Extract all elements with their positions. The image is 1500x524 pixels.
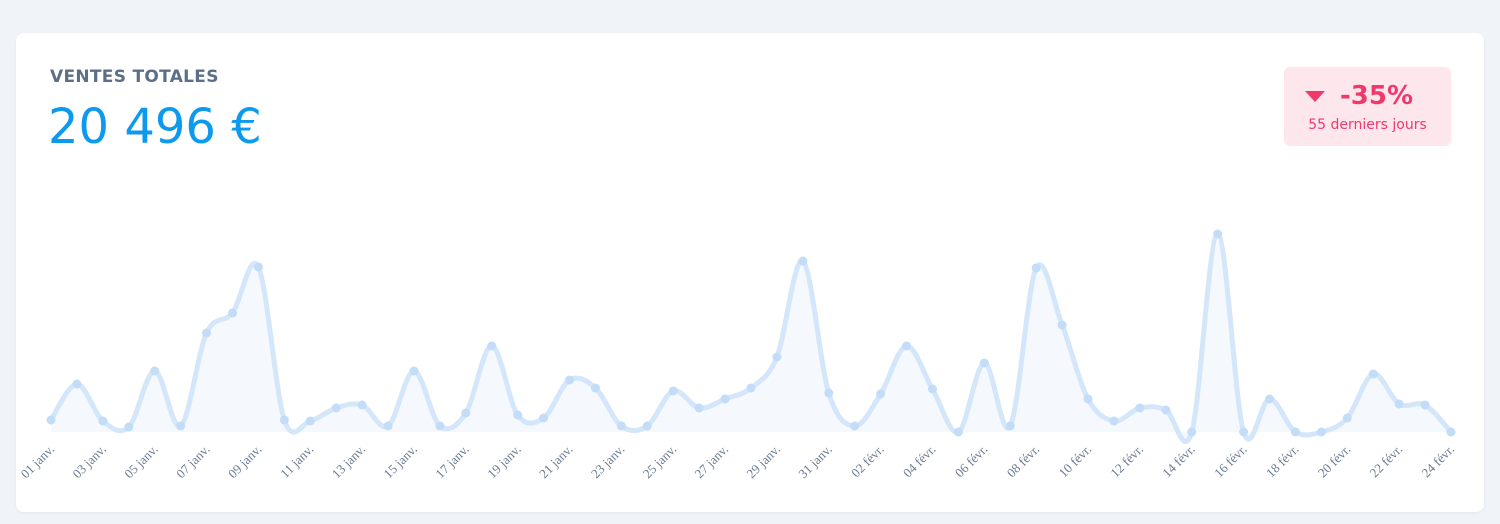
point	[694, 403, 704, 413]
point	[876, 389, 886, 399]
change-period: 55 derniers jours	[1308, 117, 1427, 133]
point	[279, 415, 289, 425]
x-tick-label: 16 févr.	[1211, 442, 1250, 481]
change-badge: -35% 55 derniers jours	[1284, 67, 1451, 146]
point	[487, 341, 497, 351]
point	[1239, 427, 1249, 437]
point	[616, 421, 626, 431]
point	[746, 383, 756, 393]
x-tick-label: 22 févr.	[1367, 442, 1406, 481]
point	[720, 394, 730, 404]
point	[383, 421, 393, 431]
point	[1446, 427, 1456, 437]
x-tick-label: 31 janv.	[795, 442, 835, 482]
point	[1290, 427, 1300, 437]
point	[927, 384, 937, 394]
point	[1057, 320, 1067, 330]
point	[357, 400, 367, 410]
point	[590, 383, 600, 393]
point	[1109, 416, 1119, 426]
x-tick-label: 20 févr.	[1315, 442, 1354, 481]
point	[642, 421, 652, 431]
x-tick-label: 02 févr.	[848, 442, 887, 481]
x-tick-label: 07 janv.	[173, 442, 213, 482]
point	[850, 421, 860, 431]
x-tick-label: 10 févr.	[1055, 442, 1094, 481]
point	[150, 366, 160, 376]
down-arrow	[1305, 91, 1325, 102]
x-tick-label: 29 janv.	[743, 442, 783, 482]
point	[513, 410, 523, 420]
point	[305, 416, 315, 426]
point	[1368, 369, 1378, 379]
x-tick-label: 15 janv.	[380, 442, 420, 482]
point	[124, 422, 134, 432]
point	[953, 427, 963, 437]
point	[1005, 421, 1015, 431]
point	[1213, 229, 1223, 239]
total-value: 20 496 €	[48, 99, 262, 155]
x-tick-label: 13 janv.	[329, 442, 369, 482]
x-tick-label: 14 févr.	[1159, 442, 1198, 481]
point	[824, 388, 834, 398]
point	[1161, 405, 1171, 415]
x-tick-label: 12 févr.	[1107, 442, 1146, 481]
point	[253, 262, 263, 272]
point	[435, 421, 445, 431]
point	[565, 375, 575, 385]
point	[1031, 263, 1041, 273]
point	[176, 421, 186, 431]
point	[1394, 399, 1404, 409]
card-title: VENTES TOTALES	[50, 67, 219, 87]
x-tick-label: 05 janv.	[121, 442, 161, 482]
point	[979, 358, 989, 368]
point	[227, 308, 237, 318]
point	[1316, 427, 1326, 437]
point	[1265, 394, 1275, 404]
x-tick-label: 06 févr.	[952, 442, 991, 481]
x-tick-label: 27 janv.	[692, 442, 732, 482]
point	[1187, 427, 1197, 437]
x-tick-label: 11 janv.	[277, 442, 316, 481]
x-tick-label: 09 janv.	[225, 442, 265, 482]
point	[772, 352, 782, 362]
point	[409, 366, 419, 376]
x-tick-label: 08 févr.	[1004, 442, 1043, 481]
point	[539, 413, 549, 423]
x-tick-label: 04 févr.	[900, 442, 939, 481]
point	[1083, 394, 1093, 404]
point	[1135, 403, 1145, 413]
x-tick-label: 24 févr.	[1418, 442, 1457, 481]
point	[1342, 413, 1352, 423]
point	[461, 408, 471, 418]
x-tick-label: 23 janv.	[588, 442, 628, 482]
x-tick-label: 21 janv.	[536, 442, 576, 482]
point	[98, 416, 108, 426]
change-value: -35%	[1340, 81, 1414, 111]
x-tick-label: 18 févr.	[1263, 442, 1302, 481]
x-tick-label: 01 janv.	[17, 442, 57, 482]
point	[202, 328, 212, 338]
point	[46, 415, 56, 425]
point	[1420, 400, 1430, 410]
x-tick-label: 03 janv.	[69, 442, 109, 482]
area-fill	[51, 234, 1451, 442]
point	[902, 341, 912, 351]
point	[798, 256, 808, 266]
x-tick-label: 17 janv.	[432, 442, 472, 482]
x-tick-label: 19 janv.	[484, 442, 524, 482]
point	[668, 386, 678, 396]
point	[331, 403, 341, 413]
point	[72, 379, 82, 389]
x-tick-label: 25 janv.	[640, 442, 680, 482]
